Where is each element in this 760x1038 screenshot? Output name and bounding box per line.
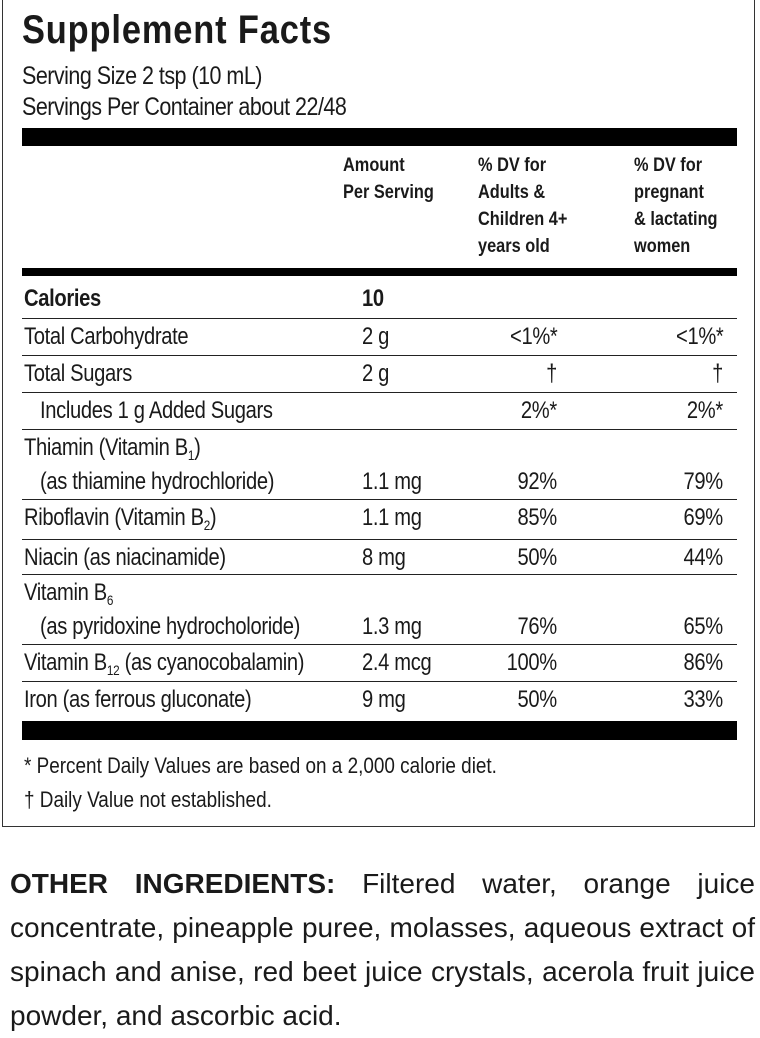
nutrient-name-text: Total Carbohydrate: [24, 323, 189, 350]
nutrient-name-text: Total Sugars: [24, 360, 133, 387]
nutrient-dv-adults: 50%: [517, 686, 558, 713]
supplement-facts-panel: [2, 0, 755, 827]
panel-title: Supplement Facts: [22, 8, 333, 52]
nutrient-name-suffix: ): [209, 504, 217, 531]
nutrient-row: Vitamin B6 (as pyridoxine hydrocholoride)…: [22, 575, 737, 645]
nutrient-dv-adults: 50%: [517, 544, 558, 571]
nutrient-amount: 2 g: [362, 323, 390, 350]
servings-per-container: Servings Per Container about 22/48: [22, 93, 347, 121]
nutrient-source: (as pyridoxine hydrocholoride): [40, 613, 300, 640]
nutrient-dv-pregnant: 2%*: [687, 397, 723, 424]
nutrient-subscript: 6: [106, 592, 114, 608]
nutrient-name: Total Sugars: [24, 360, 132, 388]
nutrient-name-text: Includes 1 g Added Sugars: [40, 397, 273, 424]
nutrient-dv-pregnant: 65%: [683, 613, 724, 640]
other-ingredients-heading: OTHER INGREDIENTS:: [10, 868, 336, 899]
nutrient-dv-pregnant: †: [712, 360, 723, 387]
nutrient-row: Thiamin (Vitamin B1) (as thiamine hydroch…: [22, 430, 737, 500]
nutrient-row: Total Sugars 2 g † †: [22, 356, 737, 393]
nutrient-name-suffix: (as cyanocobalamin): [119, 649, 305, 676]
nutrient-name: Includes 1 g Added Sugars: [40, 397, 273, 425]
nutrient-dv-pregnant: 79%: [683, 468, 724, 495]
nutrient-dv-adults: <1%*: [509, 323, 558, 350]
nutrient-dv-pregnant: 44%: [683, 544, 724, 571]
nutrient-name-text: Riboflavin (Vitamin B: [24, 504, 204, 531]
nutrient-source: (as thiamine hydrochloride): [40, 468, 275, 495]
thick-divider: [22, 128, 737, 146]
nutrient-name-text: Iron (as ferrous gluconate): [24, 686, 252, 713]
nutrient-amount: 2 g: [362, 360, 390, 387]
nutrient-dv-pregnant: 33%: [683, 686, 724, 713]
nutrient-name: Total Carbohydrate: [24, 323, 189, 351]
nutrient-name: Riboflavin (Vitamin B2): [24, 504, 217, 533]
nutrient-amount: 1.1 mg: [362, 504, 422, 531]
nutrient-row: Iron (as ferrous gluconate) 9 mg 50% 33%: [22, 682, 737, 719]
header-dv-pregnant: % DV for pregnant & lactating women: [634, 155, 718, 257]
nutrient-amount: 1.3 mg: [362, 613, 422, 640]
nutrient-name: Iron (as ferrous gluconate): [24, 686, 252, 714]
nutrient-dv-adults: 100%: [506, 649, 558, 676]
nutrient-dv-adults: 92%: [517, 468, 558, 495]
nutrient-dv-adults: 76%: [517, 613, 558, 640]
nutrient-row: Riboflavin (Vitamin B2) 1.1 mg 85% 69%: [22, 500, 737, 540]
nutrient-name-text: Vitamin B: [24, 579, 107, 606]
nutrient-amount: 2.4 mcg: [362, 649, 432, 676]
nutrient-dv-pregnant: 86%: [683, 649, 724, 676]
nutrient-amount: 1.1 mg: [362, 468, 422, 495]
nutrient-name-text: Vitamin B: [24, 649, 107, 676]
calories-row: Calories 10: [22, 282, 737, 319]
nutrient-amount: 9 mg: [362, 686, 406, 713]
nutrient-name: Thiamin (Vitamin B1): [24, 434, 201, 463]
nutrient-name: Vitamin B12 (as cyanocobalamin): [24, 649, 305, 678]
nutrient-name: Niacin (as niacinamide): [24, 544, 226, 572]
header-divider: [22, 268, 737, 276]
nutrient-row: Vitamin B12 (as cyanocobalamin) 2.4 mcg 10…: [22, 645, 737, 682]
nutrient-dv-adults: 2%*: [521, 397, 557, 424]
nutrient-name-text: Niacin (as niacinamide): [24, 544, 226, 571]
nutrient-dv-adults: 85%: [517, 504, 558, 531]
nutrient-row: Includes 1 g Added Sugars 2%* 2%*: [22, 393, 737, 430]
other-ingredients: OTHER INGREDIENTS: Filtered water, orang…: [10, 862, 755, 1038]
nutrient-dv-pregnant: <1%*: [675, 323, 724, 350]
nutrient-dv-adults: †: [546, 360, 557, 387]
nutrient-name-text: Thiamin (Vitamin B: [24, 434, 188, 461]
bottom-divider: [22, 721, 737, 740]
footnote-dagger: † Daily Value not established.: [24, 787, 272, 812]
serving-size: Serving Size 2 tsp (10 mL): [22, 62, 262, 90]
header-amount: Amount Per Serving: [343, 155, 434, 203]
calories-label: Calories: [24, 285, 101, 312]
nutrient-name-suffix: ): [194, 434, 201, 461]
nutrient-subscript: 2: [203, 517, 211, 533]
nutrient-row: Total Carbohydrate 2 g <1%* <1%*: [22, 319, 737, 356]
nutrient-dv-pregnant: 69%: [683, 504, 724, 531]
calories-amount: 10: [362, 285, 384, 312]
nutrient-name: Vitamin B6: [24, 579, 113, 607]
header-dv-adults: % DV for Adults & Children 4+ years old: [478, 155, 568, 257]
nutrient-subscript: 1: [187, 447, 195, 463]
footnote-dv: * Percent Daily Values are based on a 2,…: [24, 753, 497, 778]
nutrient-amount: 8 mg: [362, 544, 406, 571]
nutrient-row: Niacin (as niacinamide) 8 mg 50% 44%: [22, 540, 737, 575]
nutrient-subscript: 12: [106, 662, 120, 678]
